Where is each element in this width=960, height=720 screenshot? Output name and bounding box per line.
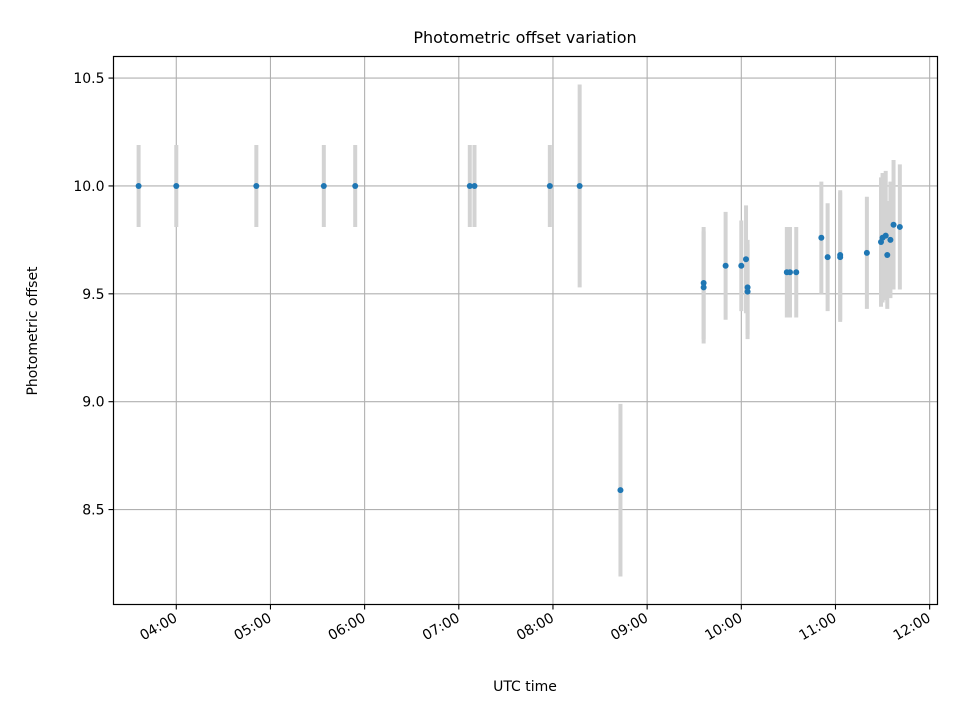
error-bars [136,84,902,577]
data-point [824,254,831,261]
data-point [738,262,745,269]
y-tick-label: 9.0 [82,395,104,411]
data-point [786,269,793,276]
data-point [744,288,751,295]
data-point [863,249,870,256]
data-point [135,182,142,189]
y-tick-label: 10.0 [73,179,104,195]
y-tick-label: 8.5 [82,503,104,519]
x-tick-label: 08:00 [514,610,557,644]
data-point [793,269,800,276]
data-point [890,221,897,228]
data-point [744,284,751,291]
data-point [466,182,473,189]
data-point [352,182,359,189]
y-axis-label: Photometric offset [25,266,41,396]
data-point [700,280,707,287]
data-point [576,182,583,189]
x-tick-label: 10:00 [702,610,745,644]
x-tick-label: 04:00 [137,610,180,644]
data-point [818,234,825,241]
data-point [173,182,180,189]
x-tick-label: 11:00 [797,610,840,644]
x-tick-label: 09:00 [608,610,651,644]
data-point [743,256,750,263]
data-point [896,223,903,230]
grid-lines [113,56,938,605]
data-point [546,182,553,189]
x-axis-label: UTC time [493,679,557,695]
data-point [253,182,260,189]
data-point [882,232,889,239]
data-point [837,254,844,261]
data-point [887,236,894,243]
x-tick-label: 06:00 [326,610,369,644]
axis-ticks: 04:00 05:00 06:00 07:00 08:00 09:00 10:00 11:00… [73,71,933,644]
y-tick-label: 10.5 [73,71,104,87]
data-point [320,182,327,189]
data-point [471,182,478,189]
chart-title: Photometric offset variation [413,28,636,47]
x-tick-label: 05:00 [232,610,275,644]
x-tick-label: 07:00 [420,610,463,644]
x-tick-label: 12:00 [891,610,934,644]
data-points [135,182,903,494]
y-tick-label: 9.5 [82,287,104,303]
plot-frame [112,55,939,606]
data-point [722,262,729,269]
data-point [617,487,624,494]
data-point [700,284,707,291]
data-point [884,251,891,258]
